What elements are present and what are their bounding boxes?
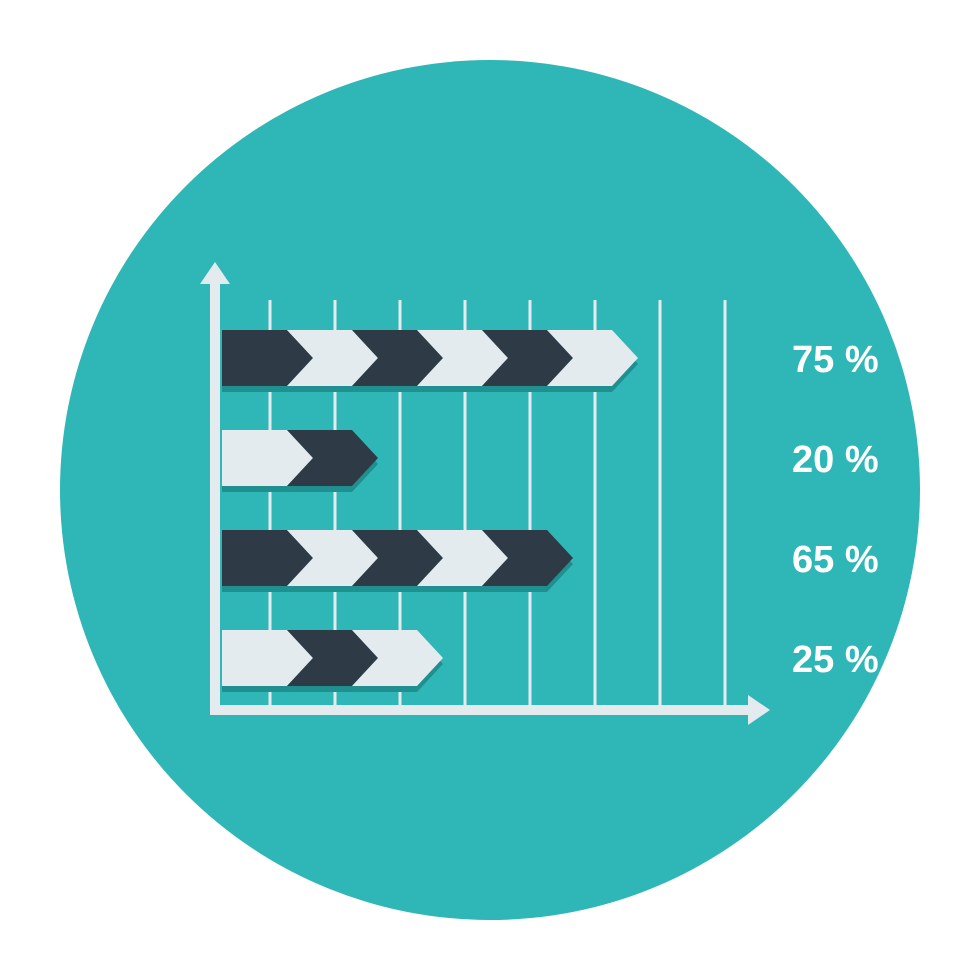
chart-svg: 75 % 20 % 65 % 25 % xyxy=(0,0,980,980)
bar-percent-label: 25 % xyxy=(792,639,879,681)
bar-row xyxy=(222,330,638,392)
bar-percent-label: 65 % xyxy=(792,539,879,581)
bar-row xyxy=(222,530,573,592)
bar-row xyxy=(222,630,443,692)
chart-container: 75 % 20 % 65 % 25 % xyxy=(0,0,980,980)
bar-row xyxy=(222,430,378,492)
bar-percent-label: 20 % xyxy=(792,439,879,481)
bar-percent-label: 75 % xyxy=(792,339,879,381)
background-circle xyxy=(60,60,920,920)
